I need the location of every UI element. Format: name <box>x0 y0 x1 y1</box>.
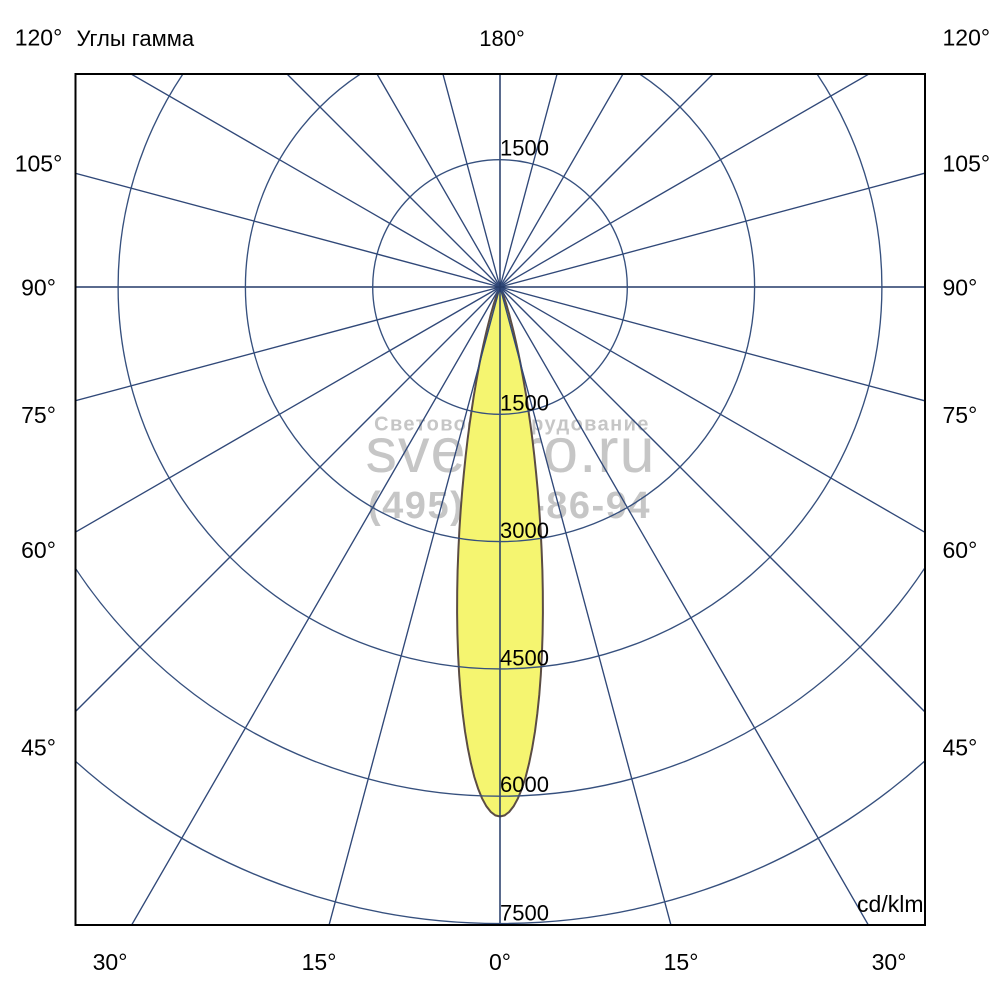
svg-text:6000: 6000 <box>500 772 549 797</box>
svg-text:75°: 75° <box>21 402 56 428</box>
svg-text:30°: 30° <box>872 949 907 975</box>
svg-text:45°: 45° <box>943 735 978 761</box>
svg-text:4500: 4500 <box>500 646 549 671</box>
svg-text:1500: 1500 <box>500 391 549 416</box>
svg-text:180°: 180° <box>479 26 525 51</box>
svg-text:120°: 120° <box>943 25 991 51</box>
svg-text:45°: 45° <box>21 735 56 761</box>
svg-text:120°: 120° <box>15 25 63 51</box>
svg-text:90°: 90° <box>943 275 978 301</box>
svg-text:3000: 3000 <box>500 518 549 543</box>
svg-text:0°: 0° <box>489 949 511 975</box>
svg-text:90°: 90° <box>21 275 56 301</box>
svg-text:60°: 60° <box>943 537 978 563</box>
svg-text:Углы гамма: Углы гамма <box>77 26 195 51</box>
svg-text:1500: 1500 <box>500 136 549 161</box>
svg-text:30°: 30° <box>93 949 128 975</box>
svg-text:60°: 60° <box>21 537 56 563</box>
svg-text:15°: 15° <box>664 949 699 975</box>
svg-text:cd/klm: cd/klm <box>857 891 923 917</box>
svg-text:105°: 105° <box>943 151 991 177</box>
svg-text:15°: 15° <box>302 949 337 975</box>
svg-text:105°: 105° <box>15 151 63 177</box>
svg-text:75°: 75° <box>943 402 978 428</box>
svg-text:7500: 7500 <box>500 901 549 926</box>
